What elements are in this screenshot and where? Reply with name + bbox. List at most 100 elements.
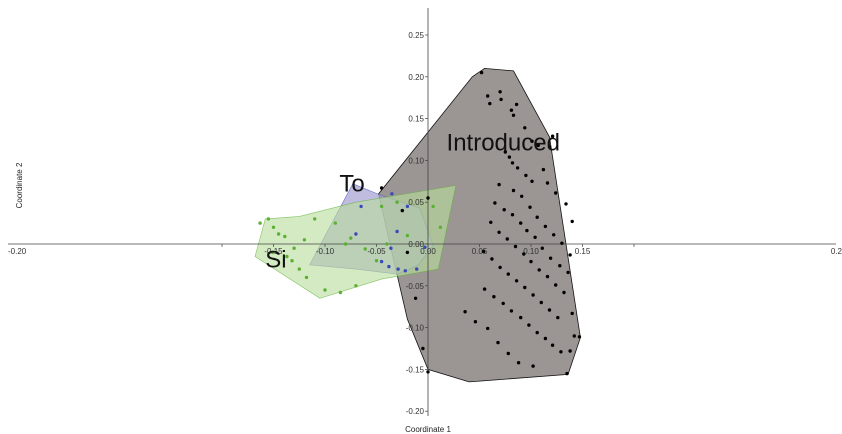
point-introduced: [550, 343, 555, 347]
hull-introduced: [378, 67, 581, 383]
x-tick-label: -0.10: [316, 247, 335, 256]
point-introduced: [511, 113, 516, 118]
point-si: [258, 221, 262, 225]
point-introduced: [486, 94, 490, 98]
x-tick-label: 0.05: [472, 247, 488, 256]
point-to: [405, 204, 410, 209]
point-introduced: [511, 188, 516, 193]
point-introduced: [497, 182, 501, 187]
point-introduced: [527, 323, 531, 327]
point-introduced: [562, 290, 566, 295]
point-introduced: [426, 370, 430, 374]
point-to: [359, 204, 363, 209]
point-introduced: [552, 233, 556, 237]
point-introduced: [515, 166, 520, 170]
y-tick-label: 0.00: [408, 240, 424, 249]
point-to: [395, 229, 399, 234]
point-introduced: [498, 90, 502, 94]
point-introduced: [564, 202, 568, 206]
point-introduced: [496, 340, 500, 345]
point-introduced: [530, 139, 534, 143]
point-introduced: [426, 196, 430, 200]
point-introduced: [545, 274, 550, 279]
y-tick-label: 0.20: [408, 73, 424, 82]
point-introduced: [577, 335, 582, 339]
point-introduced: [560, 241, 564, 245]
point-introduced: [523, 126, 527, 130]
point-si: [276, 232, 281, 236]
point-introduced: [488, 101, 492, 106]
point-introduced: [520, 194, 524, 198]
point-introduced: [548, 256, 553, 260]
point-si: [374, 259, 379, 263]
point-introduced: [547, 308, 552, 312]
point-introduced: [554, 283, 558, 287]
x-tick-label: 0.00: [420, 247, 436, 256]
point-si: [333, 221, 337, 225]
point-si: [379, 204, 384, 209]
x-tick-label: -0.20: [8, 247, 27, 256]
y-tick-label: 0.05: [408, 198, 424, 207]
point-si: [385, 242, 389, 246]
point-to: [423, 245, 427, 249]
point-introduced: [498, 265, 502, 270]
point-introduced: [497, 230, 501, 234]
point-introduced: [533, 235, 537, 239]
point-introduced: [510, 161, 515, 165]
point-introduced: [568, 253, 572, 257]
y-tick-label: 0.10: [408, 156, 424, 165]
point-si: [431, 204, 435, 209]
point-introduced: [482, 287, 487, 291]
point-si: [290, 259, 294, 263]
point-introduced: [570, 311, 574, 316]
point-introduced: [513, 244, 518, 249]
point-introduced: [499, 97, 503, 102]
point-si: [313, 217, 317, 221]
point-introduced: [502, 208, 506, 212]
point-to: [403, 269, 407, 273]
point-si: [338, 290, 343, 295]
x-tick-label: 0.15: [575, 247, 591, 256]
x-tick-label: -0.05: [367, 247, 386, 256]
point-si: [271, 225, 276, 229]
group-label-introduced: Introduced: [447, 129, 560, 156]
point-introduced: [543, 224, 548, 229]
point-introduced: [537, 268, 541, 272]
y-tick-label: -0.10: [406, 324, 425, 333]
point-to: [387, 264, 391, 269]
point-introduced: [556, 315, 560, 320]
point-introduced: [506, 351, 510, 356]
point-introduced: [509, 309, 514, 313]
point-introduced: [493, 201, 497, 205]
point-introduced: [539, 300, 543, 305]
point-introduced: [531, 364, 535, 368]
point-introduced: [550, 134, 555, 138]
point-introduced: [519, 315, 523, 320]
point-introduced: [400, 208, 404, 213]
point-introduced: [507, 155, 512, 159]
point-introduced: [558, 264, 562, 268]
point-introduced: [505, 237, 509, 241]
point-introduced: [509, 108, 514, 112]
point-si: [266, 217, 271, 221]
point-introduced: [405, 250, 410, 255]
point-introduced: [501, 301, 505, 306]
x-tick-label: 0.2: [831, 247, 842, 256]
point-si: [349, 236, 353, 240]
point-introduced: [528, 205, 532, 209]
point-si: [354, 284, 358, 288]
y-tick-label: -0.05: [406, 282, 425, 291]
point-introduced: [413, 296, 418, 300]
point-introduced: [490, 257, 494, 261]
point-si: [405, 233, 410, 238]
point-introduced: [568, 349, 572, 353]
point-introduced: [531, 293, 535, 297]
point-si: [363, 247, 367, 251]
point-introduced: [536, 143, 540, 148]
point-introduced: [479, 70, 484, 75]
point-introduced: [559, 350, 563, 354]
point-to: [389, 246, 393, 250]
point-introduced: [565, 371, 569, 376]
point-introduced: [566, 270, 570, 275]
point-si: [395, 200, 399, 204]
